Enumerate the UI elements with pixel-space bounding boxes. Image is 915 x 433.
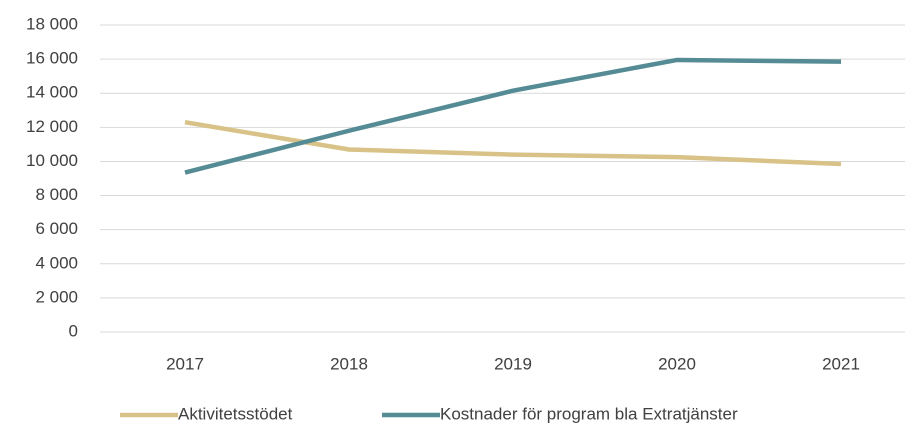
series-line [184, 57, 842, 175]
y-tick-label: 2 000 [35, 287, 78, 306]
y-tick-label: 6 000 [35, 219, 78, 238]
legend-label: Aktivitetsstödet [178, 404, 293, 423]
series-line [184, 119, 842, 167]
y-tick-label: 18 000 [26, 14, 78, 33]
y-tick-label: 12 000 [26, 117, 78, 136]
x-tick-label: 2020 [658, 354, 696, 373]
legend-label: Kostnader för program bla Extratjänster [440, 404, 738, 423]
y-tick-label: 16 000 [26, 49, 78, 68]
y-tick-label: 8 000 [35, 185, 78, 204]
y-tick-label: 14 000 [26, 83, 78, 102]
x-tick-label: 2017 [166, 354, 204, 373]
x-tick-label: 2018 [330, 354, 368, 373]
y-tick-label: 0 [69, 321, 78, 340]
x-tick-label: 2019 [494, 354, 532, 373]
x-tick-label: 2021 [822, 354, 860, 373]
y-tick-label: 10 000 [26, 151, 78, 170]
y-tick-label: 4 000 [35, 253, 78, 272]
